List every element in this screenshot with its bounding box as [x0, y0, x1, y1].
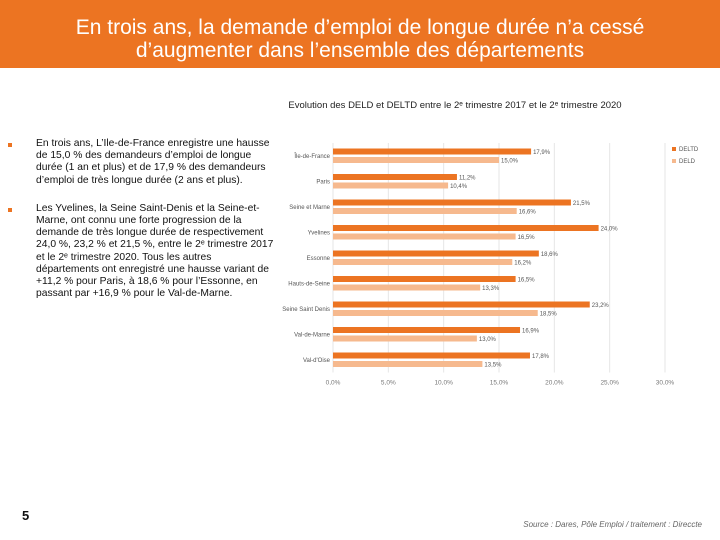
bar-deld: [333, 361, 483, 367]
bar-chart: 0,0% 5,0% 10,0% 15,0% 20,0% 25,0% 30,0% Île-de-…: [282, 143, 699, 386]
bullet-marker-icon: [8, 207, 12, 212]
bar-deltd: [333, 327, 521, 333]
bar-deltd: [333, 225, 599, 231]
data-label: 18,5%: [540, 312, 558, 318]
bar-deld: [333, 208, 517, 214]
data-label: 10,4%: [450, 184, 468, 190]
bullet-item: Les Yvelines, la Seine Saint-Denis et la…: [8, 202, 275, 301]
x-tick-label: 15,0%: [490, 380, 509, 386]
bar-deld: [333, 182, 449, 189]
data-label: 16,9%: [522, 329, 540, 335]
chart-caption: Evolution des DELD et DELTD entre le 2ᵉ …: [288, 100, 622, 111]
data-label: 24,0%: [601, 227, 619, 233]
legend-label: DELD: [679, 159, 696, 165]
x-tick-label: 30,0%: [656, 380, 675, 386]
y-category-label: Val-d'Oise: [303, 358, 331, 364]
data-label: 23,2%: [592, 303, 610, 309]
bar-deld: [333, 259, 513, 265]
data-label: 16,6%: [519, 210, 537, 216]
title-banner: En trois ans, la demande d’emploi de lon…: [0, 0, 720, 68]
title-line-2: d’augmenter dans l’ensemble des départem…: [135, 39, 585, 62]
data-label: 17,8%: [532, 354, 550, 360]
data-label: 13,3%: [482, 286, 500, 292]
bar-deld: [333, 310, 538, 316]
y-category-label: Val-de-Marne: [294, 332, 331, 338]
data-label: 15,0%: [501, 159, 519, 165]
bullet-text: Les Yvelines, la Seine Saint-Denis et la…: [36, 202, 274, 300]
bullet-list: En trois ans, L’Ile-de-France enregistre…: [8, 138, 275, 316]
data-label: 16,5%: [518, 235, 536, 241]
source-note: Source : Dares, Pôle Emploi / traitement…: [523, 520, 702, 529]
x-tick-label: 25,0%: [600, 380, 619, 386]
data-label: 18,6%: [541, 252, 559, 258]
bar-deltd: [333, 250, 539, 257]
bar-deld: [333, 233, 516, 240]
page-number: 5: [22, 508, 30, 523]
bar-deltd: [333, 276, 516, 282]
data-label: 13,0%: [479, 337, 497, 343]
y-category-label: Île-de-France: [293, 153, 330, 160]
title-line-1: En trois ans, la demande d’emploi de lon…: [75, 16, 645, 39]
y-category-label: Hauts-de-Seine: [288, 281, 330, 287]
data-label: 11,2%: [459, 176, 476, 182]
bar-deltd: [333, 199, 571, 206]
bar-deltd: [333, 148, 532, 155]
bar-deltd: [333, 174, 457, 180]
data-label: 13,5%: [484, 363, 502, 369]
x-tick-label: 5,0%: [381, 380, 396, 386]
x-tick-label: 20,0%: [545, 380, 564, 386]
bar-deltd: [333, 301, 590, 308]
x-tick-label: 0,0%: [326, 380, 341, 386]
data-label: 21,5%: [573, 201, 591, 207]
slide-title: En trois ans, la demande d’emploi de lon…: [20, 16, 700, 62]
data-label: 16,5%: [518, 278, 536, 284]
legend-label: DELTD: [679, 147, 699, 153]
bar-deld: [333, 157, 499, 163]
legend-swatch: [672, 159, 676, 163]
bar-deltd: [333, 352, 530, 359]
data-label: 16,2%: [514, 261, 532, 267]
data-label: 17,9%: [533, 150, 551, 156]
x-tick-label: 10,0%: [434, 380, 453, 386]
y-category-label: Essonne: [307, 256, 331, 262]
bullet-text: En trois ans, L’Ile-de-France enregistre…: [36, 138, 270, 186]
bar-deld: [333, 284, 481, 291]
bar-deld: [333, 335, 477, 342]
y-category-label: Paris: [316, 179, 330, 185]
bullet-marker-icon: [8, 143, 12, 147]
legend-swatch: [672, 147, 676, 151]
y-category-label: Seine Saint Denis: [282, 307, 330, 313]
bullet-item: En trois ans, L’Ile-de-France enregistre…: [8, 138, 275, 187]
y-category-label: Yvelines: [308, 230, 330, 236]
y-category-label: Seine et Marne: [289, 205, 330, 211]
